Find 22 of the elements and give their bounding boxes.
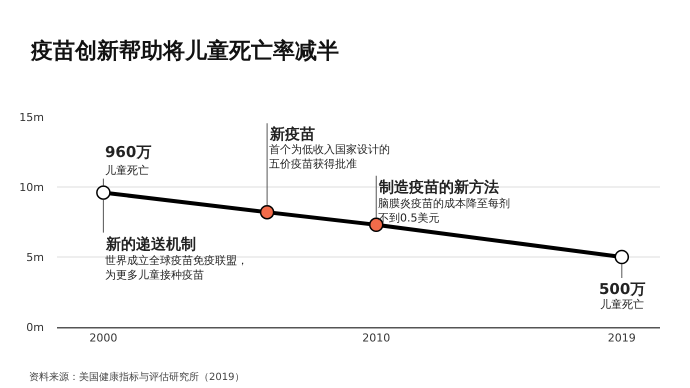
y-tick-label: 5m (26, 250, 44, 264)
text: 资料来源：美国健康指标与评估研究所（2019） (29, 371, 244, 383)
annotation: 500万 (599, 280, 646, 298)
annotation: 首个为低收入国家设计的五价疫苗获得批准 (269, 143, 390, 170)
y-tick-label: 0m (26, 320, 44, 334)
annotation: 世界成立全球疫苗免疫联盟，为更多儿童接种疫苗 (105, 254, 248, 282)
annotation: 960万 (105, 143, 152, 161)
y-tick-label: 15m (19, 110, 44, 124)
x-tick-label: 2019 (608, 332, 636, 345)
x-tick-label: 2010 (362, 332, 390, 345)
point (260, 204, 274, 220)
annotation: 儿童死亡 (105, 164, 149, 177)
annotation: 新疫苗 (269, 125, 315, 143)
y-tick-label: 10m (19, 180, 44, 194)
annotation: 制造疫苗的新方法 (378, 178, 499, 196)
annotation: 脑膜炎疫苗的成本降至每剂不到0.5美元 (378, 197, 510, 224)
x-tick-label: 2000 (89, 332, 118, 345)
annotation: 新的递送机制 (105, 235, 196, 253)
point (614, 250, 630, 264)
chart-title: 疫苗创新帮助将儿童死亡率减半 (30, 38, 340, 64)
point (96, 185, 111, 200)
annotation: 儿童死亡 (600, 298, 644, 311)
